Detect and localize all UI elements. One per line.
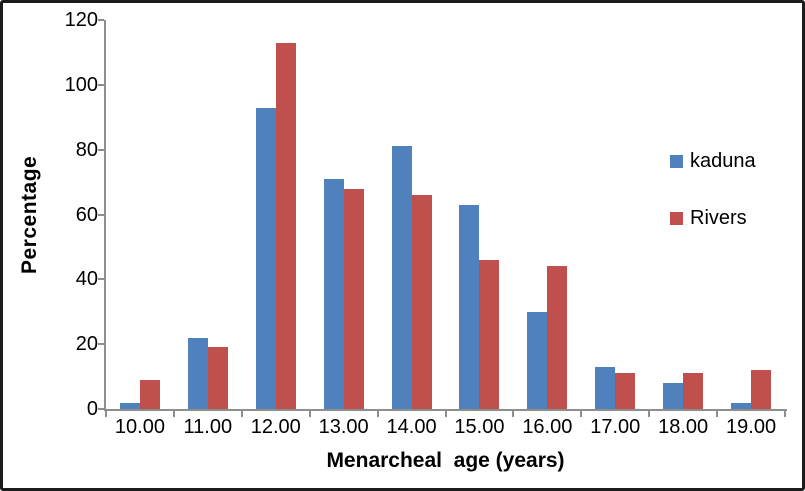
bar-kaduna-14.00 xyxy=(391,146,412,409)
bar-rivers-12.00 xyxy=(275,43,296,409)
x-tick-mark xyxy=(512,411,515,417)
legend-label: Rivers xyxy=(690,207,747,229)
bar-rivers-18.00 xyxy=(683,373,704,409)
x-tick-mark xyxy=(240,411,243,417)
legend-swatch-rivers-icon xyxy=(670,211,683,225)
x-tick-mark xyxy=(105,411,107,417)
x-tick-mark xyxy=(580,411,583,417)
x-axis-line xyxy=(104,409,787,411)
x-tick-label: 17.00 xyxy=(590,416,641,438)
bar-rivers-16.00 xyxy=(547,266,568,409)
x-tick-label: 14.00 xyxy=(386,416,437,438)
bar-kaduna-13.00 xyxy=(323,179,344,409)
legend-item-rivers: Rivers xyxy=(670,208,747,228)
x-tick-mark xyxy=(784,411,786,417)
bar-kaduna-15.00 xyxy=(459,205,480,409)
y-tick-label: 80 xyxy=(75,138,98,161)
x-tick-label: 13.00 xyxy=(318,416,369,438)
y-tick-label: 120 xyxy=(64,9,98,31)
y-tick-label: 0 xyxy=(86,398,98,420)
y-tick-label: 60 xyxy=(75,203,98,226)
y-tick-mark xyxy=(98,213,104,216)
x-axis-title: Menarcheal age (years) xyxy=(326,449,565,472)
plot-area xyxy=(106,20,785,409)
x-tick-label: 19.00 xyxy=(726,416,777,438)
bar-rivers-19.00 xyxy=(751,370,772,409)
bar-rivers-10.00 xyxy=(139,380,160,409)
y-axis-line xyxy=(104,20,106,411)
y-axis-title: Percentage xyxy=(18,155,41,274)
bar-kaduna-12.00 xyxy=(255,108,276,409)
x-tick-mark xyxy=(172,411,175,417)
bar-kaduna-19.00 xyxy=(731,403,752,409)
y-tick-mark xyxy=(98,19,104,21)
y-tick-mark xyxy=(98,278,104,281)
legend-item-kaduna: kaduna xyxy=(670,151,756,171)
x-tick-mark xyxy=(308,411,311,417)
bar-rivers-11.00 xyxy=(207,347,228,409)
bar-kaduna-10.00 xyxy=(119,403,140,409)
bar-kaduna-16.00 xyxy=(527,312,548,409)
y-tick-label: 40 xyxy=(75,268,98,291)
bar-rivers-14.00 xyxy=(411,195,432,409)
y-tick-label: 100 xyxy=(64,73,98,96)
x-tick-mark xyxy=(376,411,379,417)
x-tick-label: 15.00 xyxy=(454,416,505,438)
x-tick-mark xyxy=(648,411,651,417)
bar-rivers-15.00 xyxy=(479,260,500,409)
x-tick-label: 11.00 xyxy=(183,416,233,438)
legend-swatch-kaduna-icon xyxy=(670,154,683,168)
x-tick-mark xyxy=(444,411,447,417)
y-tick-mark xyxy=(98,408,104,410)
x-tick-label: 16.00 xyxy=(522,416,573,438)
y-tick-mark xyxy=(98,343,104,346)
x-tick-mark xyxy=(716,411,719,417)
bar-rivers-17.00 xyxy=(615,373,636,409)
y-tick-mark xyxy=(98,83,104,86)
x-tick-label: 12.00 xyxy=(250,416,301,438)
x-tick-label: 18.00 xyxy=(658,416,709,438)
bar-kaduna-18.00 xyxy=(663,383,684,409)
y-tick-mark xyxy=(98,148,104,151)
legend-label: kaduna xyxy=(690,150,756,172)
bar-rivers-13.00 xyxy=(343,189,364,409)
bar-kaduna-17.00 xyxy=(595,367,616,409)
x-tick-label: 10.00 xyxy=(114,416,165,438)
y-tick-label: 20 xyxy=(75,333,98,356)
bar-kaduna-11.00 xyxy=(187,338,208,409)
